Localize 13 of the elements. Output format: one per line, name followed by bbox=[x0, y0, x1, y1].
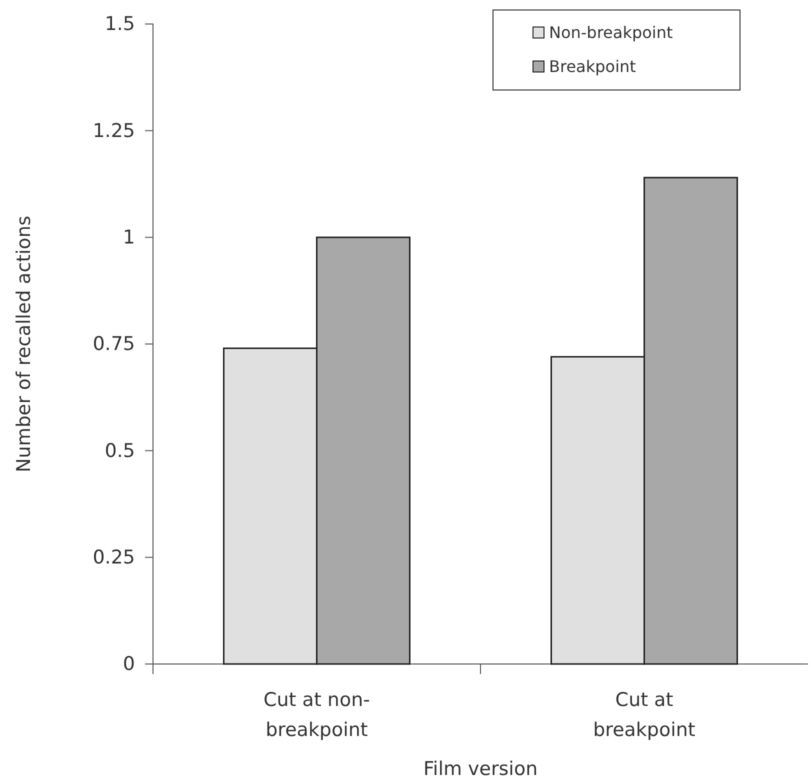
legend-label: Breakpoint bbox=[549, 57, 636, 76]
legend-label: Non-breakpoint bbox=[549, 23, 673, 42]
y-tick-label: 1.25 bbox=[92, 120, 135, 142]
y-tick-label: 1.5 bbox=[104, 13, 135, 36]
y-tick-label: 0.25 bbox=[92, 546, 135, 568]
y-tick-label: 0.5 bbox=[104, 440, 135, 462]
x-tick-label: Cut at breakpoint bbox=[593, 689, 696, 741]
x-tick-label: Cut at non-breakpoint bbox=[264, 689, 370, 741]
y-tick-label: 0.75 bbox=[92, 333, 135, 356]
y-axis-title: Number of recalled actions bbox=[13, 216, 35, 472]
y-tick-label: 0 bbox=[122, 653, 135, 676]
x-axis-title: Film version bbox=[423, 758, 538, 779]
y-tick-label: 1 bbox=[122, 226, 135, 248]
